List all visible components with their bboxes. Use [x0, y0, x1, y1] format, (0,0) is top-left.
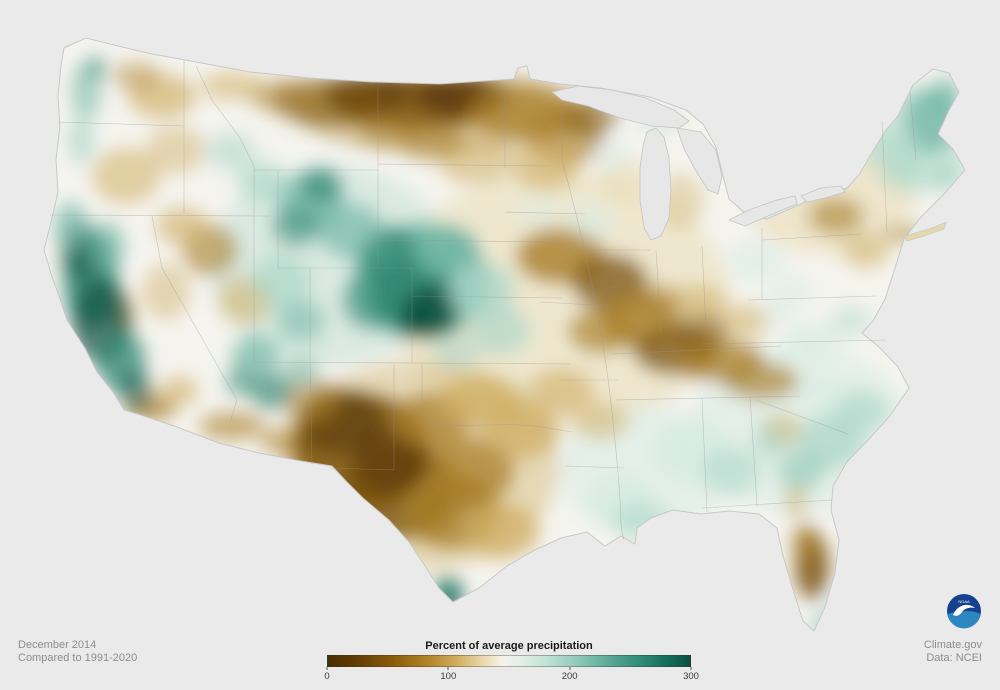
legend: Percent of average precipitation 0 100 2… [324, 640, 699, 684]
tickmark [569, 667, 571, 670]
great-lakes [551, 85, 846, 241]
precipitation-anomaly-field [54, 56, 965, 631]
tick-label-100: 100 [440, 671, 457, 682]
lake-ontario [800, 185, 846, 203]
tickmark [326, 667, 328, 670]
source-credit: Climate.gov [923, 639, 982, 651]
long-island [904, 221, 947, 242]
data-credit: Data: NCEI [926, 652, 982, 664]
baseline-period: Compared to 1991-2020 [18, 652, 138, 664]
noaa-logo-gull [953, 604, 975, 616]
lake-michigan [639, 127, 672, 241]
tick-label-200: 200 [561, 671, 578, 682]
map-date: December 2014 [18, 639, 97, 651]
tickmark [690, 667, 692, 670]
tickmark [447, 667, 449, 670]
colorbar-gradient [327, 655, 691, 667]
noaa-logo: NOAA [947, 594, 981, 629]
tick-label-300: 300 [683, 671, 699, 682]
lake-superior [551, 85, 690, 129]
tick-label-0: 0 [324, 671, 330, 682]
credit-block: Climate.gov Data: NCEI [924, 639, 982, 665]
legend-title: Percent of average precipitation [425, 640, 593, 652]
state-borders [49, 60, 917, 541]
noaa-logo-text: NOAA [958, 599, 970, 604]
lake-erie [728, 195, 798, 227]
colorbar-ticks: 0 100 200 300 [324, 667, 699, 684]
date-block: December 2014 Compared to 1991-2020 [18, 639, 137, 665]
lake-huron [676, 127, 723, 195]
coastline [43, 37, 966, 632]
noaa-logo-wave [947, 611, 981, 629]
